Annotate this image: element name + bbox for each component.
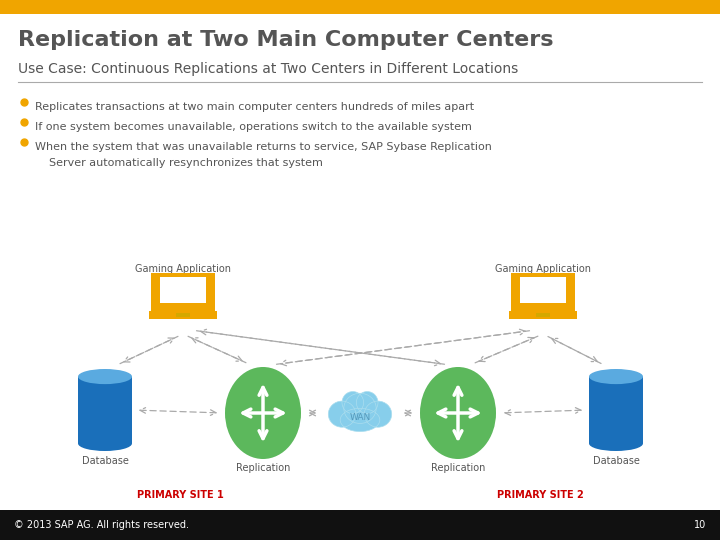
Ellipse shape [364,401,392,427]
Text: If one system becomes unavailable, operations switch to the available system: If one system becomes unavailable, opera… [35,122,472,132]
Bar [511,273,575,310]
Text: Use Case: Continuous Replications at Two Centers in Different Locations: Use Case: Continuous Replications at Two… [18,62,518,76]
Text: © 2013 SAP AG. All rights reserved.: © 2013 SAP AG. All rights reserved. [14,520,189,530]
Text: 10: 10 [694,520,706,530]
Ellipse shape [344,393,376,423]
Ellipse shape [78,436,132,451]
Bar [589,376,643,443]
Bar [536,313,550,317]
Text: Replicates transactions at two main computer centers hundreds of miles apart: Replicates transactions at two main comp… [35,102,474,112]
Ellipse shape [225,367,301,459]
Bar [160,277,206,303]
Ellipse shape [589,436,643,451]
Text: Server automatically resynchronizes that system: Server automatically resynchronizes that… [35,158,323,168]
Bar [520,277,566,303]
Bar [78,376,132,443]
Text: Gaming Application: Gaming Application [495,264,591,274]
Ellipse shape [328,401,356,427]
Text: Database: Database [81,456,128,466]
Ellipse shape [342,392,364,414]
Ellipse shape [356,392,378,414]
Bar [510,310,577,319]
Text: Gaming Application: Gaming Application [135,264,231,274]
Bar [151,273,215,310]
Text: Replication at Two Main Computer Centers: Replication at Two Main Computer Centers [18,30,554,50]
Text: Replication: Replication [431,463,485,473]
Ellipse shape [420,367,496,459]
Text: Database: Database [593,456,639,466]
Ellipse shape [340,408,380,431]
Ellipse shape [78,369,132,384]
Ellipse shape [589,369,643,384]
Text: When the system that was unavailable returns to service, SAP Sybase Replication: When the system that was unavailable ret… [35,142,492,152]
Bar [0,510,720,540]
Text: Replication: Replication [236,463,290,473]
Text: WAN: WAN [349,413,371,422]
Bar [176,313,190,317]
Bar [0,0,720,14]
Text: PRIMARY SITE 2: PRIMARY SITE 2 [497,490,583,500]
Text: PRIMARY SITE 1: PRIMARY SITE 1 [137,490,223,500]
Bar [150,310,217,319]
